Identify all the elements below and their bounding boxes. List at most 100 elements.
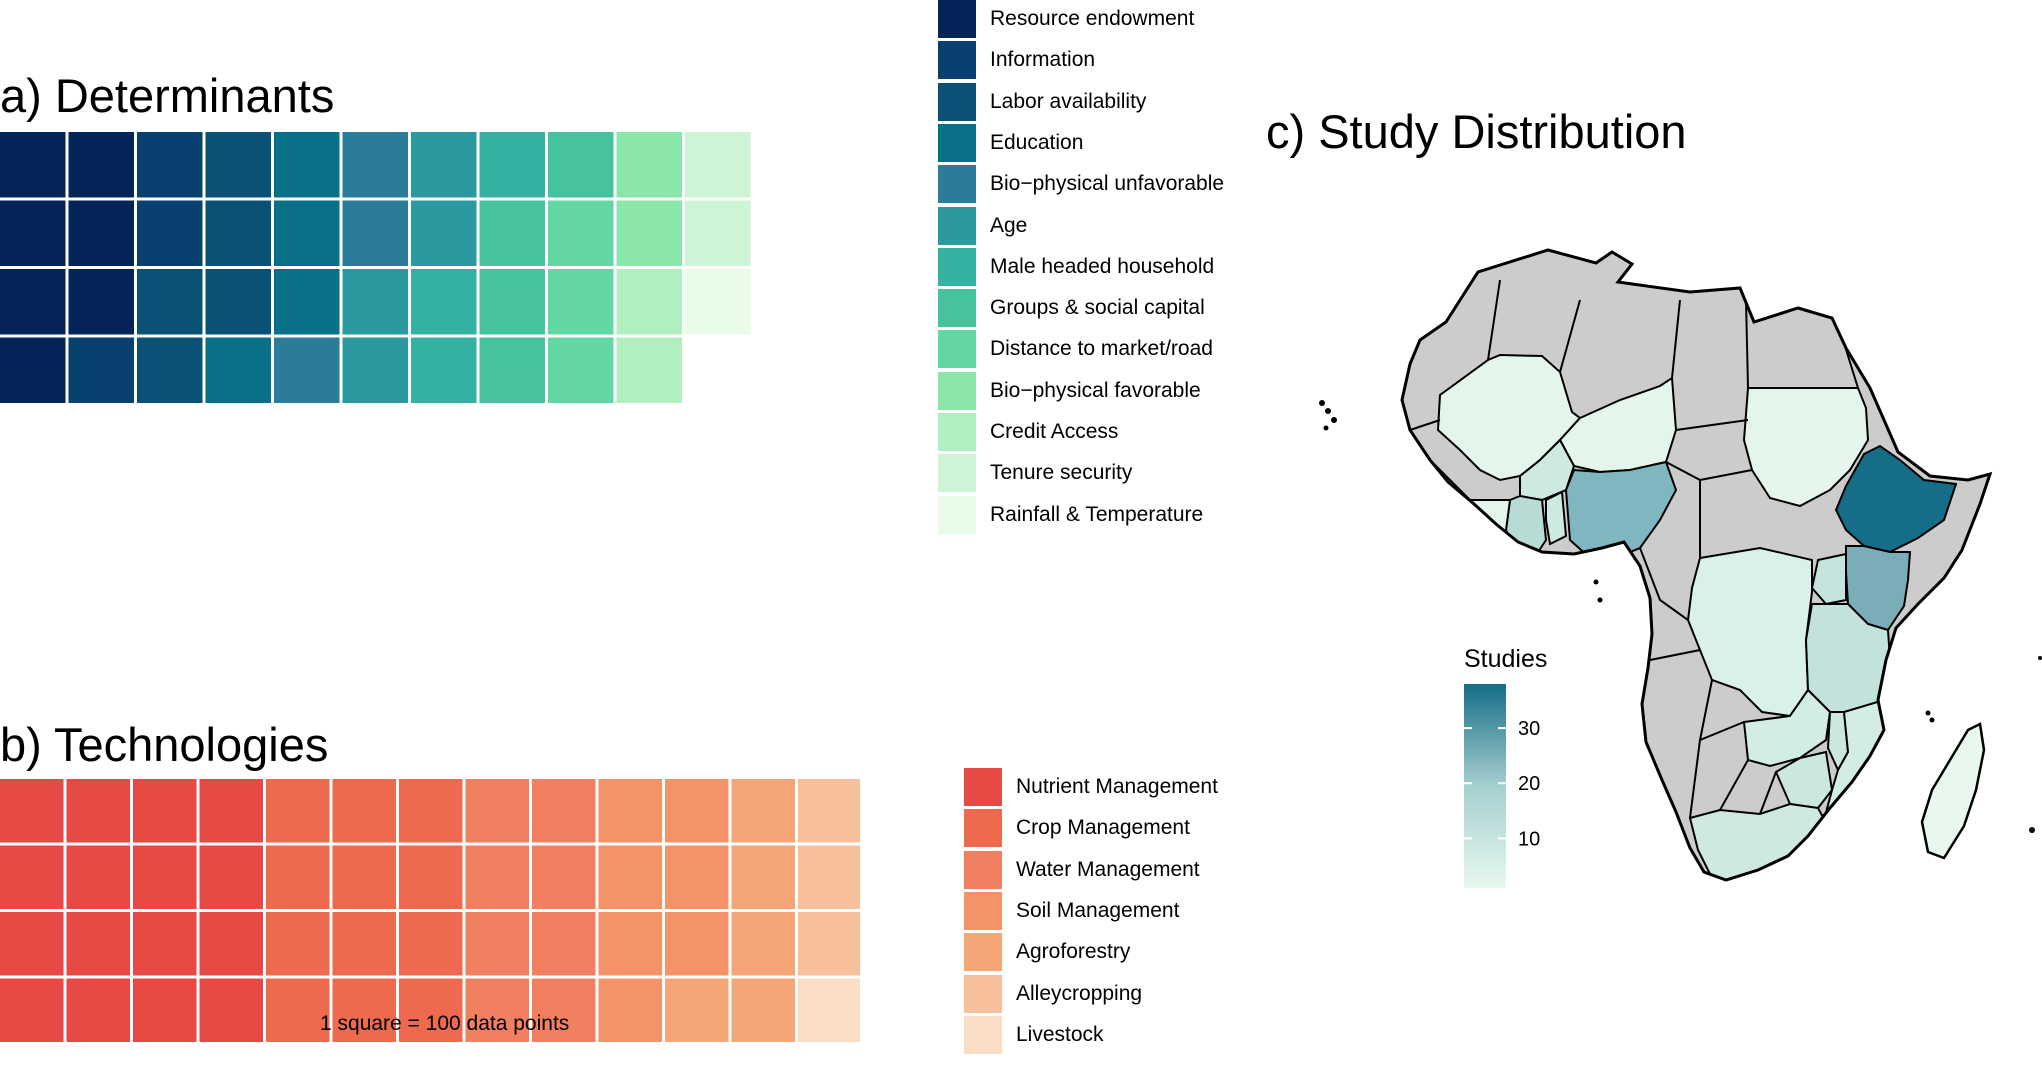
determinants-legend-label: Resource endowment xyxy=(990,7,1195,30)
technologies-square-1-10 xyxy=(399,912,463,976)
determinants-legend-key xyxy=(938,206,976,245)
technologies-square-1-5 xyxy=(332,845,396,909)
determinants-legend-label: Bio−physical unfavorable xyxy=(990,172,1225,196)
technologies-square-3-0 xyxy=(598,779,662,843)
determinants-square-3-2 xyxy=(274,200,340,266)
technologies-square-5-1 xyxy=(798,845,860,909)
determinants-legend-label: Tenure security xyxy=(990,461,1133,485)
determinants-square-5-2 xyxy=(411,132,477,198)
technologies-square-1-4 xyxy=(332,779,396,843)
technologies-legend-label: Water Management xyxy=(1016,857,1200,881)
determinants-square-0-0 xyxy=(0,132,66,198)
determinants-square-1-0 xyxy=(68,337,134,403)
technologies-legend-key xyxy=(964,768,1002,806)
determinants-legend-key xyxy=(938,123,976,162)
technologies-square-2-3 xyxy=(465,978,529,1042)
technologies-square-0-11 xyxy=(133,978,197,1042)
determinants-square-5-0 xyxy=(342,269,408,335)
determinants-legend-key xyxy=(938,165,976,204)
technologies-square-0-5 xyxy=(66,845,130,909)
technologies-square-4-4 xyxy=(731,978,795,1042)
determinants-legend-key xyxy=(938,247,976,286)
technologies-square-0-2 xyxy=(0,912,64,976)
technologies-square-4-2 xyxy=(731,845,795,909)
technologies-square-0-1 xyxy=(0,845,64,909)
determinants-square-6-1 xyxy=(411,337,477,403)
technologies-square-0-4 xyxy=(66,779,130,843)
determinants-square-8-2 xyxy=(548,337,614,403)
technologies-legend: Nutrient Management Crop Management Water … xyxy=(964,768,1274,1058)
determinants-square-7-3 xyxy=(548,132,614,198)
determinants-square-7-2 xyxy=(479,337,545,403)
technologies-square-2-1 xyxy=(465,845,529,909)
technologies-square-4-0 xyxy=(665,978,729,1042)
technologies-square-2-4 xyxy=(532,779,596,843)
determinants-title: a) Determinants xyxy=(0,69,335,122)
technologies-legend-label: Agroforestry xyxy=(1016,940,1131,964)
technologies-square-1-3 xyxy=(266,978,330,1042)
technologies-square-0-15 xyxy=(199,978,263,1042)
determinants-square-7-1 xyxy=(479,269,545,335)
determinants-square-0-2 xyxy=(0,269,66,335)
determinants-legend-key xyxy=(938,495,976,534)
technologies-square-3-5 xyxy=(665,845,729,909)
africa-choropleth-map xyxy=(1319,248,2042,882)
determinants-legend-label: Bio−physical favorable xyxy=(990,378,1201,402)
determinants-legend-label: Distance to market/road xyxy=(990,337,1213,361)
determinants-square-3-1 xyxy=(274,132,340,198)
technologies-square-1-8 xyxy=(399,779,463,843)
determinants-square-5-3 xyxy=(411,200,477,266)
determinants-square-3-0 xyxy=(205,337,271,403)
determinants-square-9-1 xyxy=(616,200,682,266)
determinants-legend-key xyxy=(938,413,976,451)
determinants-square-11-1 xyxy=(685,200,751,266)
technologies-legend-label: Soil Management xyxy=(1016,898,1180,922)
determinants-square-0-1 xyxy=(0,200,66,266)
technologies-square-0-6 xyxy=(66,912,130,976)
determinants-square-1-1 xyxy=(137,132,203,198)
determinants-square-5-1 xyxy=(342,337,408,403)
technologies-square-4-1 xyxy=(731,779,795,843)
technologies-square-0-3 xyxy=(0,978,64,1042)
technologies-square-1-6 xyxy=(332,912,396,976)
technologies-legend-label: Crop Management xyxy=(1016,816,1190,840)
determinants-square-8-0 xyxy=(548,200,614,266)
determinants-legend-key xyxy=(938,371,976,410)
colorbar-tick-label-1: 20 xyxy=(1518,773,1540,795)
technologies-legend-key xyxy=(964,891,1002,930)
technologies-square-2-0 xyxy=(465,779,529,843)
technologies-square-0-13 xyxy=(199,845,263,909)
determinants-legend-key xyxy=(938,41,976,80)
technologies-square-3-3 xyxy=(598,978,662,1042)
determinants-square-1-2 xyxy=(137,200,203,266)
technologies-square-0-8 xyxy=(133,779,197,843)
determinants-square-6-0 xyxy=(411,269,477,335)
determinants-square-0-3 xyxy=(0,337,66,403)
technologies-legend-key xyxy=(964,1015,1002,1054)
determinants-square-11-0 xyxy=(685,132,751,198)
determinants-square-2-1 xyxy=(137,337,203,403)
technologies-legend-key xyxy=(964,809,1002,848)
determinants-legend-key xyxy=(938,0,976,38)
technologies-square-0-7 xyxy=(66,978,130,1042)
technologies-square-3-4 xyxy=(665,779,729,843)
determinants-square-4-1 xyxy=(342,132,408,198)
determinants-square-0-4 xyxy=(68,132,134,198)
technologies-square-6-0 xyxy=(798,978,860,1042)
determinants-square-8-1 xyxy=(548,269,614,335)
technologies-legend-key xyxy=(964,850,1002,889)
technologies-square-2-7 xyxy=(532,978,596,1042)
technologies-square-5-2 xyxy=(798,912,860,976)
determinants-square-10-0 xyxy=(616,269,682,335)
technologies-square-3-2 xyxy=(598,912,662,976)
technologies-square-2-6 xyxy=(532,912,596,976)
determinants-square-7-0 xyxy=(479,200,545,266)
determinants-square-6-2 xyxy=(479,132,545,198)
determinants-square-0-5 xyxy=(68,200,134,266)
map-legend-title: Studies xyxy=(1464,645,1548,673)
determinants-square-4-0 xyxy=(274,337,340,403)
determinants-legend-label: Information xyxy=(990,48,1096,72)
colorbar-tick-label-2: 30 xyxy=(1518,718,1540,740)
determinants-legend-label: Male headed household xyxy=(990,254,1215,278)
technologies-legend-label: Nutrient Management xyxy=(1016,775,1218,798)
